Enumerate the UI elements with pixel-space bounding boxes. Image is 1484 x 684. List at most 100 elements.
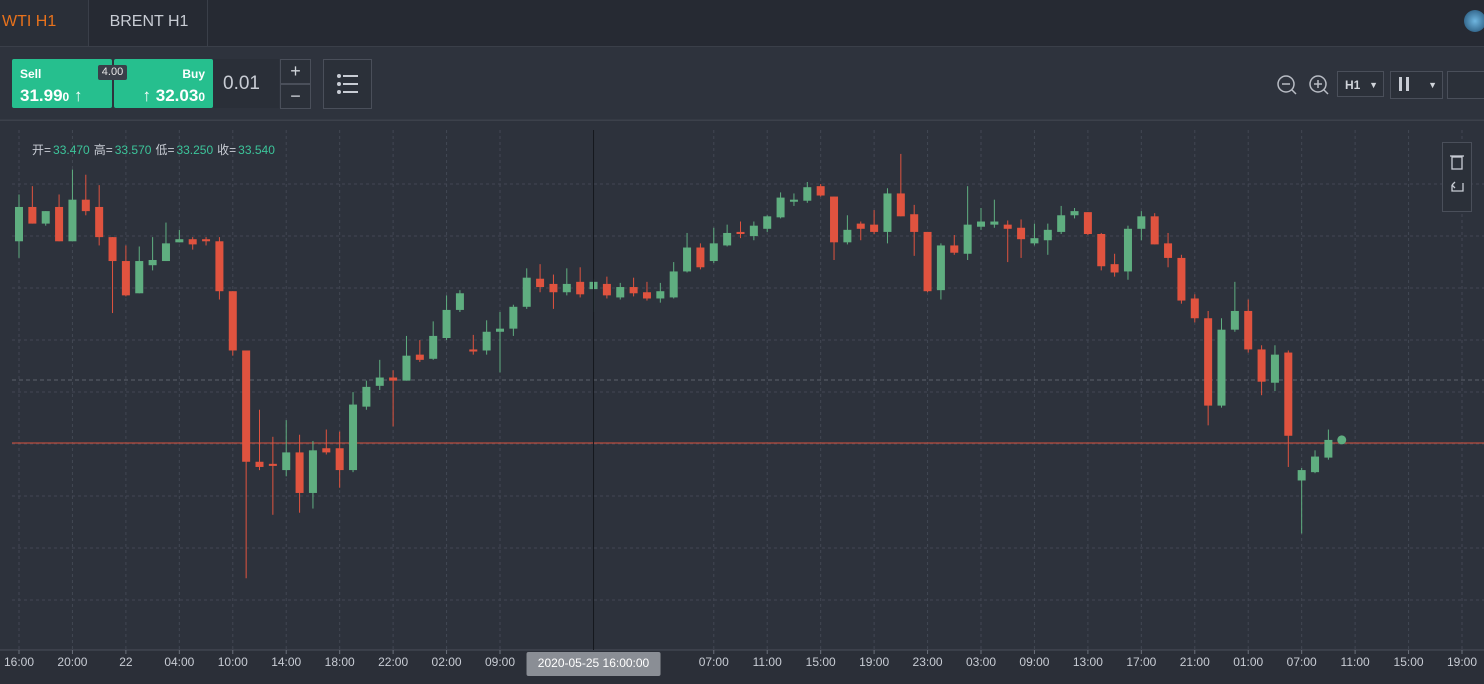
candle-body bbox=[415, 354, 424, 360]
menu-icon bbox=[337, 74, 358, 94]
candle-body bbox=[429, 335, 438, 359]
candle-body bbox=[723, 232, 732, 246]
last-dot bbox=[1337, 435, 1347, 445]
candle-body bbox=[616, 287, 625, 298]
candle-body bbox=[696, 247, 705, 268]
candle-body bbox=[202, 239, 211, 242]
ohlc-label: 高= bbox=[94, 142, 113, 157]
candle-body bbox=[990, 221, 999, 225]
candle-body bbox=[1297, 470, 1306, 481]
candle-body bbox=[669, 271, 678, 298]
ohlc-value: 33.570 bbox=[115, 143, 152, 157]
candle-body bbox=[709, 243, 718, 262]
candle-body bbox=[1284, 352, 1293, 436]
candle-body bbox=[963, 224, 972, 254]
candle-body bbox=[602, 283, 611, 296]
candle-body bbox=[121, 261, 130, 296]
candle-body bbox=[1217, 329, 1226, 406]
chart-type-select[interactable]: ▼ bbox=[1390, 71, 1443, 99]
x-tick-label: 17:00 bbox=[1126, 655, 1156, 669]
candle-body bbox=[1270, 354, 1279, 383]
candle-body bbox=[789, 199, 798, 202]
candle-body bbox=[1190, 298, 1199, 319]
minus-button[interactable]: − bbox=[280, 84, 311, 109]
x-tick-label: 15:00 bbox=[806, 655, 836, 669]
candle-body bbox=[1177, 257, 1186, 301]
candle-body bbox=[161, 243, 170, 262]
candle-body bbox=[322, 448, 331, 453]
price-pip: 0 bbox=[62, 90, 70, 104]
x-tick-label: 03:00 bbox=[966, 655, 996, 669]
x-tick-label: 22:00 bbox=[378, 655, 408, 669]
candle-body bbox=[522, 277, 531, 307]
candle-body bbox=[335, 448, 344, 471]
candle-body bbox=[95, 206, 104, 238]
candle-body bbox=[268, 463, 277, 466]
candle-body bbox=[883, 193, 892, 232]
tab[interactable]: WTI H1 bbox=[0, 0, 88, 46]
buy-button[interactable]: Buy ↑ 32.030 bbox=[114, 59, 213, 108]
candle-body bbox=[562, 283, 571, 293]
candle-body bbox=[1204, 318, 1213, 406]
sell-price: 31.990 ↑ bbox=[20, 86, 82, 106]
candle-body bbox=[856, 223, 865, 229]
sell-label: Sell bbox=[20, 67, 42, 81]
candle-body bbox=[576, 281, 585, 295]
candle-body bbox=[1137, 216, 1146, 229]
x-tick-label: 07:00 bbox=[699, 655, 729, 669]
ohlc-label: 开= bbox=[32, 143, 51, 157]
candle-body bbox=[81, 199, 90, 212]
candle-body bbox=[1150, 216, 1159, 245]
ohlc-value: 33.250 bbox=[176, 143, 213, 157]
zoom-icons[interactable] bbox=[1272, 65, 1342, 105]
candle-body bbox=[629, 287, 638, 294]
candle-body bbox=[1244, 310, 1253, 350]
candle-body bbox=[1230, 310, 1239, 330]
indicator-button[interactable] bbox=[1447, 71, 1484, 99]
candle-body bbox=[923, 231, 932, 292]
avatar[interactable] bbox=[1464, 10, 1484, 32]
sell-button[interactable]: Sell 31.990 ↑ bbox=[12, 59, 112, 108]
candle-body bbox=[308, 450, 317, 493]
x-tick-label: 13:00 bbox=[1073, 655, 1103, 669]
x-tick-label: 02:00 bbox=[432, 655, 462, 669]
candle-body bbox=[295, 452, 304, 493]
lot-input[interactable]: 0.01 bbox=[213, 59, 279, 108]
x-tick-label: 22 bbox=[119, 655, 133, 669]
candle-body bbox=[1070, 211, 1079, 216]
candle-body bbox=[482, 331, 491, 351]
tab[interactable]: BRENT H1 bbox=[88, 0, 208, 46]
price-pip: 0 bbox=[198, 90, 205, 104]
ohlc-value: 33.540 bbox=[238, 143, 275, 157]
x-axis-band bbox=[0, 650, 1484, 684]
candle-body bbox=[1257, 349, 1266, 382]
candle-body bbox=[362, 386, 371, 407]
candle-body bbox=[41, 211, 50, 224]
candle-body bbox=[736, 231, 745, 234]
candle-body bbox=[469, 349, 478, 352]
candle-body bbox=[910, 214, 919, 232]
candle-body bbox=[389, 377, 398, 381]
x-tick-label: 14:00 bbox=[271, 655, 301, 669]
candle-body bbox=[349, 404, 358, 471]
candle-body bbox=[509, 306, 518, 329]
candle-body bbox=[15, 206, 23, 242]
candle-body bbox=[549, 283, 558, 293]
candle-body bbox=[830, 196, 839, 243]
crosshair-label-bg bbox=[526, 652, 661, 676]
x-tick-label: 07:00 bbox=[1287, 655, 1317, 669]
x-tick-label: 11:00 bbox=[1341, 655, 1370, 669]
candle-body bbox=[1030, 238, 1039, 244]
candle-body bbox=[816, 186, 825, 196]
tool-icons[interactable] bbox=[1443, 143, 1471, 211]
x-tick-label: 09:00 bbox=[1019, 655, 1049, 669]
menu-button[interactable] bbox=[323, 59, 372, 109]
candle-body bbox=[870, 224, 879, 232]
toolbar: Sell 31.990 ↑ Buy ↑ 32.030 4.00 0.01 + −… bbox=[0, 47, 1484, 121]
plus-button[interactable]: + bbox=[280, 59, 311, 84]
timeframe-select[interactable]: H1 ▼ bbox=[1337, 71, 1384, 97]
candle-body bbox=[455, 293, 464, 310]
timeframe: H1 bbox=[1345, 78, 1361, 92]
